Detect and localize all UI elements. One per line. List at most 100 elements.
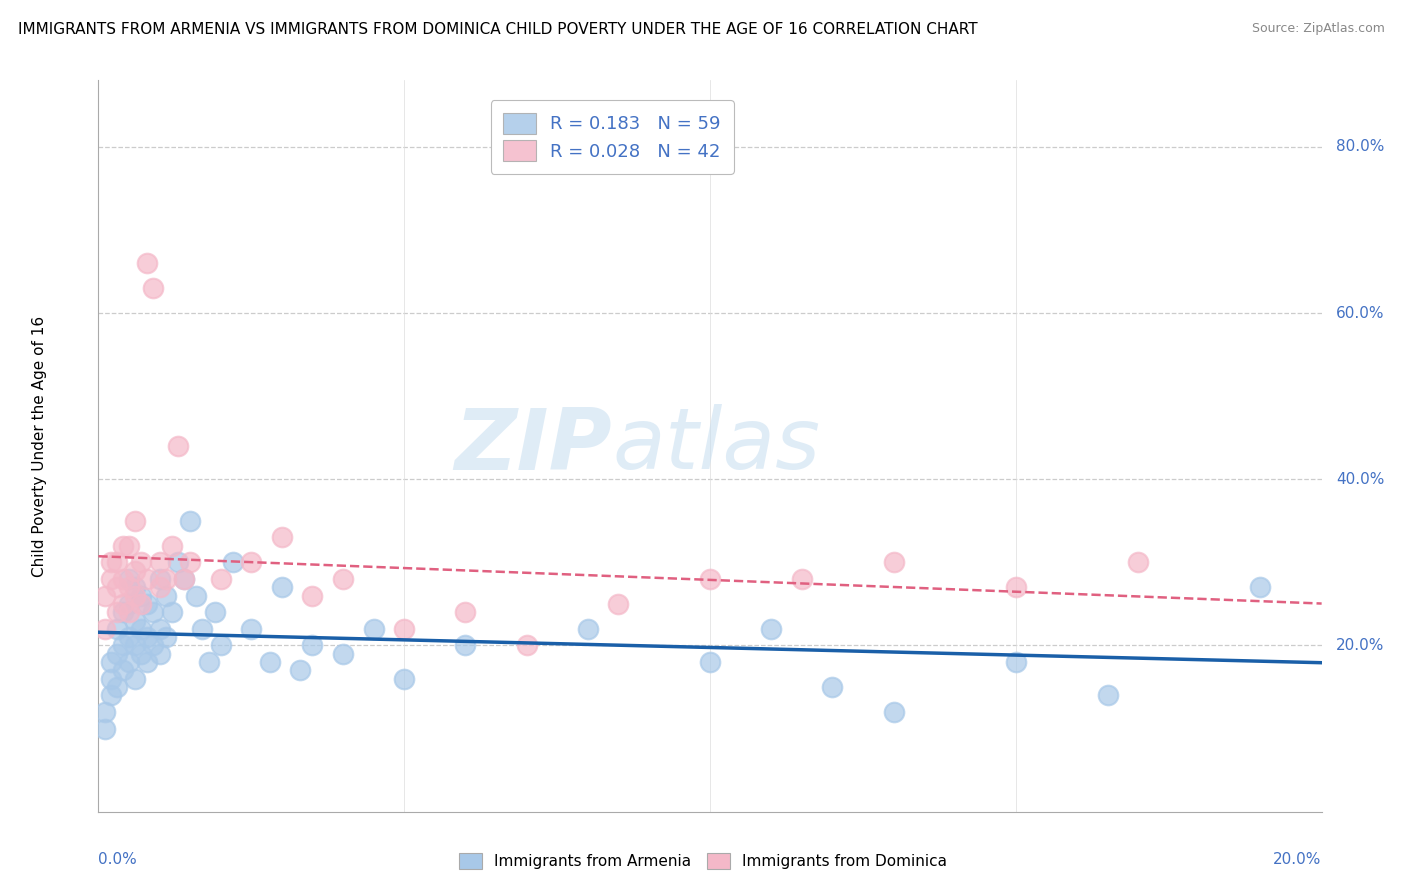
Point (332, 647, 354, 661)
Legend: R = 0.183   N = 59, R = 0.028   N = 42: R = 0.183 N = 59, R = 0.028 N = 42 (491, 100, 734, 174)
Point (124, 564, 146, 578)
Point (93, 589, 115, 603)
Point (167, 439, 190, 453)
Point (149, 647, 172, 661)
Point (105, 580, 128, 594)
Point (129, 647, 152, 661)
Point (105, 555, 128, 569)
Point (118, 580, 141, 594)
Point (124, 639, 146, 653)
Point (699, 655, 721, 669)
Point (516, 639, 538, 653)
Point (124, 672, 146, 686)
Point (136, 572, 159, 586)
Point (197, 655, 219, 669)
Text: Child Poverty Under the Age of 16: Child Poverty Under the Age of 16 (32, 316, 48, 576)
Text: 20.0%: 20.0% (1274, 852, 1322, 867)
Point (454, 639, 477, 653)
Point (111, 639, 134, 653)
Point (332, 572, 354, 586)
Point (93, 622, 115, 636)
Point (790, 572, 813, 586)
Point (155, 630, 177, 644)
Point (100, 672, 122, 686)
Point (1128, 555, 1150, 569)
Point (111, 572, 134, 586)
Text: 80.0%: 80.0% (1336, 139, 1385, 154)
Point (270, 580, 292, 594)
Point (149, 580, 172, 594)
Point (111, 539, 134, 553)
Point (136, 256, 159, 270)
Point (607, 597, 630, 611)
Point (124, 589, 146, 603)
Point (136, 597, 159, 611)
Point (105, 622, 128, 636)
Point (129, 555, 152, 569)
Point (186, 589, 208, 603)
Point (209, 639, 232, 653)
Point (290, 664, 312, 678)
Point (111, 597, 134, 611)
Point (149, 622, 172, 636)
Text: 60.0%: 60.0% (1336, 306, 1385, 320)
Point (160, 539, 183, 553)
Point (576, 622, 599, 636)
Point (1249, 580, 1271, 594)
Text: ZIP: ZIP (454, 404, 612, 488)
Text: IMMIGRANTS FROM ARMENIA VS IMMIGRANTS FROM DOMINICA CHILD POVERTY UNDER THE AGE : IMMIGRANTS FROM ARMENIA VS IMMIGRANTS FR… (18, 22, 979, 37)
Point (142, 281, 165, 295)
Point (129, 622, 152, 636)
Point (142, 639, 165, 653)
Point (118, 655, 141, 669)
Point (136, 655, 159, 669)
Point (240, 555, 263, 569)
Point (105, 647, 128, 661)
Point (100, 555, 122, 569)
Text: 20.0%: 20.0% (1336, 638, 1385, 653)
Point (179, 514, 201, 528)
Point (124, 614, 146, 628)
Point (124, 580, 146, 594)
Point (883, 705, 905, 719)
Text: Source: ZipAtlas.com: Source: ZipAtlas.com (1251, 22, 1385, 36)
Point (167, 555, 190, 569)
Point (222, 555, 245, 569)
Point (93, 722, 115, 736)
Point (93, 705, 115, 719)
Legend: Immigrants from Armenia, Immigrants from Dominica: Immigrants from Armenia, Immigrants from… (453, 847, 953, 875)
Point (883, 555, 905, 569)
Point (118, 539, 141, 553)
Point (392, 672, 416, 686)
Point (270, 530, 292, 544)
Point (301, 589, 323, 603)
Text: atlas: atlas (612, 404, 820, 488)
Point (118, 605, 141, 619)
Point (155, 589, 177, 603)
Point (105, 605, 128, 619)
Point (124, 514, 146, 528)
Point (392, 622, 416, 636)
Point (240, 622, 263, 636)
Text: 40.0%: 40.0% (1336, 472, 1385, 487)
Point (149, 572, 172, 586)
Point (759, 622, 782, 636)
Point (105, 680, 128, 694)
Point (100, 689, 122, 703)
Text: 0.0%: 0.0% (98, 852, 138, 867)
Point (160, 605, 183, 619)
Point (142, 605, 165, 619)
Point (136, 630, 159, 644)
Point (129, 597, 152, 611)
Point (100, 572, 122, 586)
Point (118, 630, 141, 644)
Point (363, 622, 385, 636)
Point (1097, 689, 1119, 703)
Point (204, 605, 226, 619)
Point (1004, 580, 1026, 594)
Point (100, 655, 122, 669)
Point (111, 664, 134, 678)
Point (1004, 655, 1026, 669)
Point (173, 572, 195, 586)
Point (118, 597, 141, 611)
